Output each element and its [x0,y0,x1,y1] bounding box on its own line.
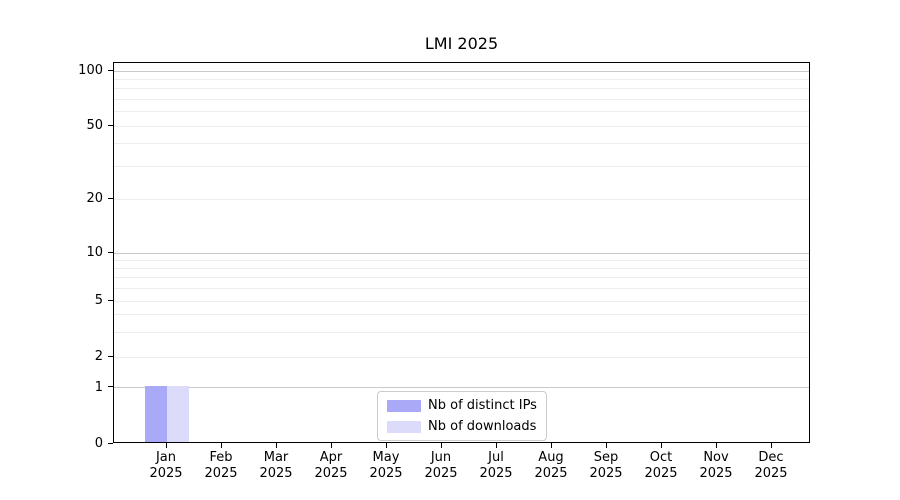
gridline-minor [114,98,809,100]
x-tick-label: Oct 2025 [633,450,689,482]
x-tick-label: Jul 2025 [468,450,524,482]
x-tick [495,443,497,448]
x-tick-month: Jul [488,450,504,465]
gridline-minor [114,88,809,90]
gridline-minor [114,198,809,200]
x-tick-month: Jun [430,450,452,465]
bar [167,385,189,442]
y-tick [108,124,113,126]
x-tick-month: Feb [209,450,233,465]
gridline-minor [114,300,809,302]
gridline-minor [114,331,809,333]
gridline-minor [114,78,809,80]
y-tick-label: 100 [78,63,103,78]
y-tick [108,355,113,357]
x-tick-year: 2025 [534,466,568,481]
x-tick-label: Jan 2025 [138,450,194,482]
x-tick-month: Dec [758,450,784,465]
y-tick [108,251,113,253]
y-tick [108,442,113,444]
x-tick [660,443,662,448]
x-tick-month: Oct [649,450,673,465]
legend-swatch [387,399,421,412]
x-tick-year: 2025 [754,466,788,481]
x-tick-month: Sep [593,450,619,465]
x-tick-month: Nov [703,450,729,465]
y-tick-label: 2 [94,349,103,364]
x-tick-year: 2025 [259,466,293,481]
gridline-major [114,252,809,254]
x-tick [605,443,607,448]
x-tick [715,443,717,448]
chart-title: LMI 2025 [424,34,499,53]
x-tick-month: Apr [319,450,343,465]
legend: Nb of distinct IPs Nb of downloads [377,391,547,441]
y-tick-label: 20 [86,191,103,206]
gridline-major [114,387,809,388]
y-tick [108,69,113,71]
y-tick-label: 5 [94,293,103,308]
x-tick [770,443,772,448]
x-tick-label: Aug 2025 [523,450,579,482]
x-tick-label: Jun 2025 [413,450,469,482]
gridline-minor [114,259,809,261]
x-tick-month: Mar [263,450,289,465]
x-tick-year: 2025 [589,466,623,481]
y-tick-label: 1 [94,379,103,395]
gridline-minor [114,267,809,269]
x-tick-year: 2025 [699,466,733,481]
x-tick [385,443,387,448]
plot-area [113,62,810,443]
gridline-minor [114,356,809,358]
legend-label: Nb of downloads [428,419,537,434]
x-tick-month: May [372,450,400,465]
x-tick [550,443,552,448]
x-tick-year: 2025 [424,466,458,481]
x-tick-year: 2025 [314,466,348,481]
legend-item: Nb of downloads [387,416,537,437]
gridline-minor [114,125,809,127]
x-tick [275,443,277,448]
x-tick-year: 2025 [204,466,238,481]
gridline-minor [114,314,809,316]
gridline-minor [114,287,809,289]
y-tick-label: 10 [86,245,103,260]
x-tick-year: 2025 [644,466,678,481]
x-tick [440,443,442,448]
x-tick-label: Dec 2025 [743,450,799,482]
x-tick-year: 2025 [479,466,513,481]
gridline-minor [114,277,809,279]
x-tick [165,443,167,448]
x-tick-label: May 2025 [358,450,414,482]
x-tick-label: Sep 2025 [578,450,634,482]
x-tick-label: Nov 2025 [688,450,744,482]
x-tick-label: Mar 2025 [248,450,304,482]
y-tick [108,386,113,387]
legend-item: Nb of distinct IPs [387,395,537,416]
x-tick-year: 2025 [149,466,183,481]
x-tick [330,443,332,448]
gridline-minor [114,143,809,145]
y-tick-label: 50 [86,118,103,133]
x-tick-month: Jan [155,450,177,465]
x-tick-label: Feb 2025 [193,450,249,482]
legend-swatch [387,420,421,433]
y-tick-label: 0 [94,436,103,451]
x-tick-month: Aug [538,450,564,465]
bar [145,385,167,442]
y-tick [108,197,113,199]
y-tick [108,299,113,301]
x-tick-label: Apr 2025 [303,450,359,482]
gridline-minor [114,111,809,113]
gridline-major [114,70,809,72]
legend-label: Nb of distinct IPs [428,398,537,413]
gridline-minor [114,166,809,168]
x-tick [220,443,222,448]
x-tick-year: 2025 [369,466,403,481]
